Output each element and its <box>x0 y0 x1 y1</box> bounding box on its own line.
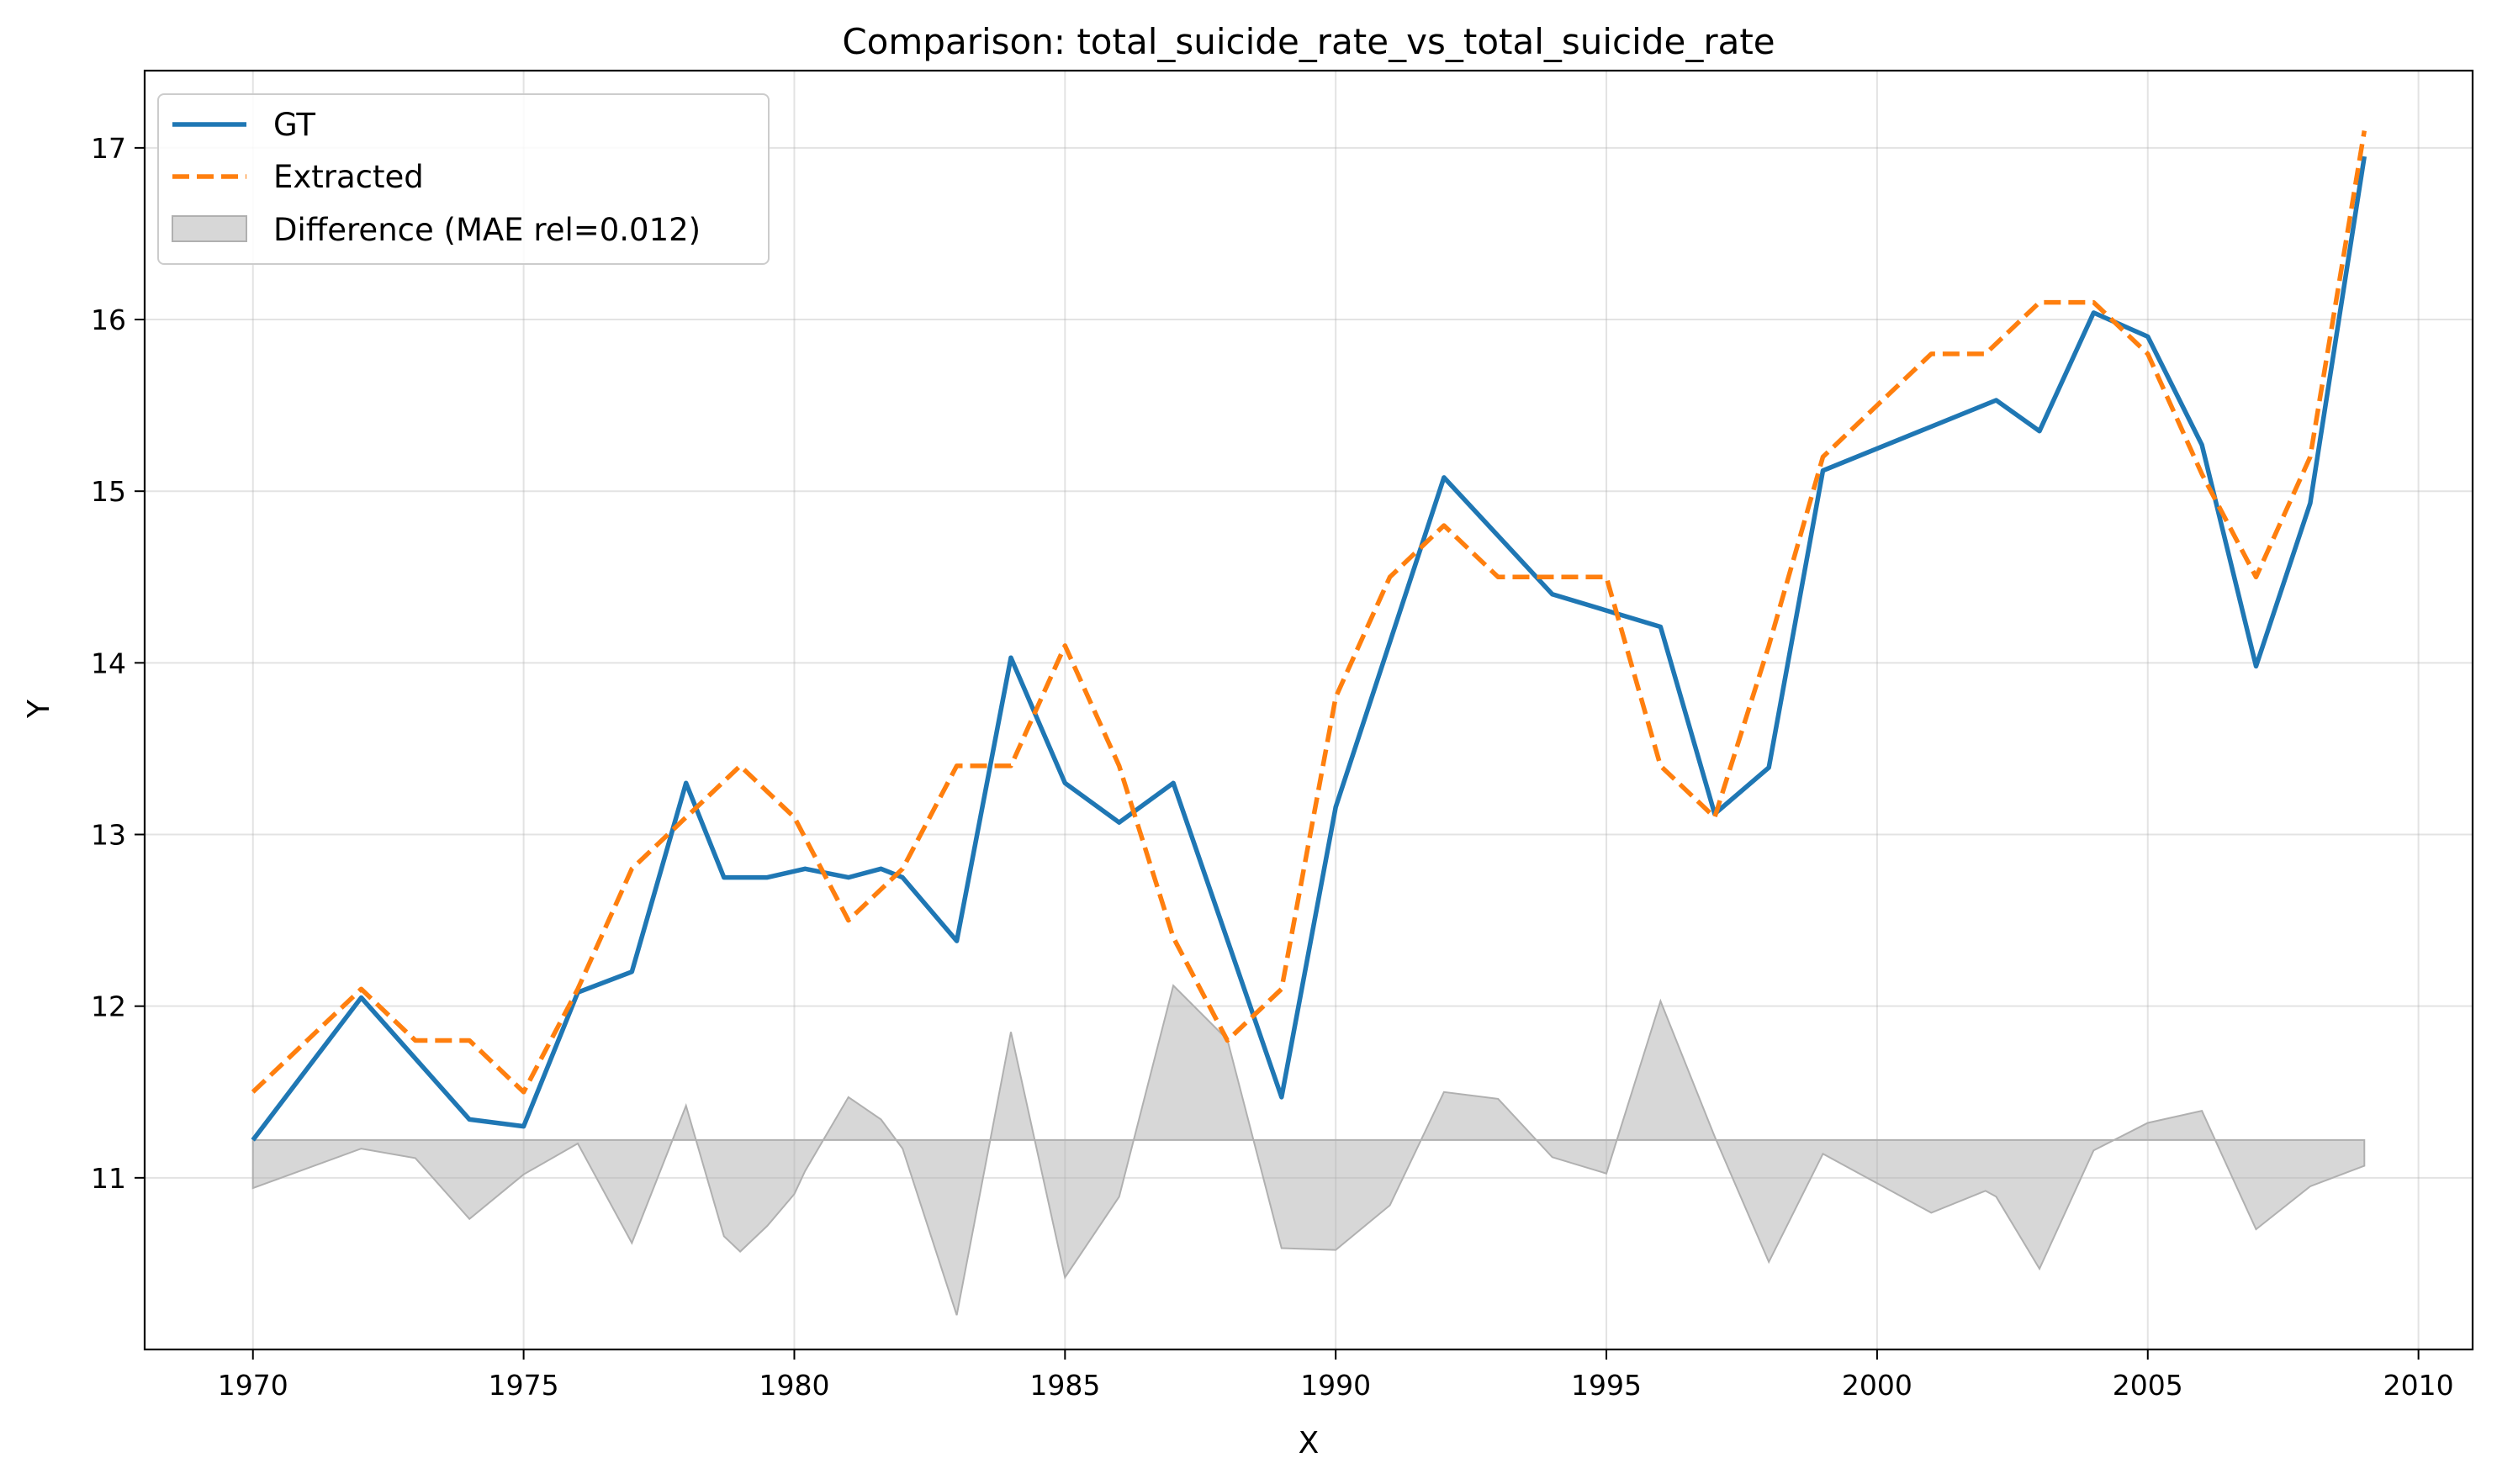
chart-title: Comparison: total_suicide_rate_vs_total_… <box>842 21 1775 62</box>
x-tick-label: 1970 <box>218 1369 288 1402</box>
grid-lines <box>145 71 2473 1349</box>
y-tick-label: 11 <box>91 1162 126 1195</box>
gt-series-line <box>251 156 2367 1142</box>
legend-difference-label: Difference (MAE rel=0.012) <box>273 212 701 248</box>
difference-area <box>251 984 2366 1316</box>
x-tick-label: 2010 <box>2383 1369 2454 1402</box>
plot-frame <box>143 69 2474 1351</box>
x-tick-label: 1990 <box>1300 1369 1371 1402</box>
legend-gt-label: GT <box>273 107 315 143</box>
x-tick-label: 1985 <box>1029 1369 1100 1402</box>
x-axis-label: X <box>1299 1426 1320 1460</box>
x-axis-ticks: 1970 1975 1980 1985 1990 1995 2000 2005 2010 <box>218 1349 2454 1402</box>
legend-box <box>157 93 770 265</box>
y-axis-label: Y <box>22 699 56 719</box>
x-tick-label: 2000 <box>1842 1369 1912 1402</box>
x-tick-label: 1995 <box>1571 1369 1642 1402</box>
y-tick-label: 15 <box>91 475 126 508</box>
legend: GT Extracted Difference (MAE rel=0.012) <box>157 93 770 265</box>
x-tick-label: 1980 <box>759 1369 829 1402</box>
x-tick-label: 1975 <box>489 1369 559 1402</box>
y-tick-label: 16 <box>91 304 126 336</box>
y-tick-label: 14 <box>91 647 126 679</box>
legend-difference-swatch <box>172 215 247 242</box>
x-tick-label: 2005 <box>2113 1369 2183 1402</box>
extracted-series-line <box>251 130 2367 1095</box>
difference-area-layer <box>251 984 2366 1316</box>
series-lines-layer <box>251 130 2367 1142</box>
y-axis-ticks: 11 12 13 14 15 16 17 <box>91 132 145 1195</box>
y-tick-label: 12 <box>91 990 126 1023</box>
y-tick-label: 17 <box>91 132 126 165</box>
legend-extracted-label: Extracted <box>273 159 424 195</box>
y-tick-label: 13 <box>91 819 126 852</box>
